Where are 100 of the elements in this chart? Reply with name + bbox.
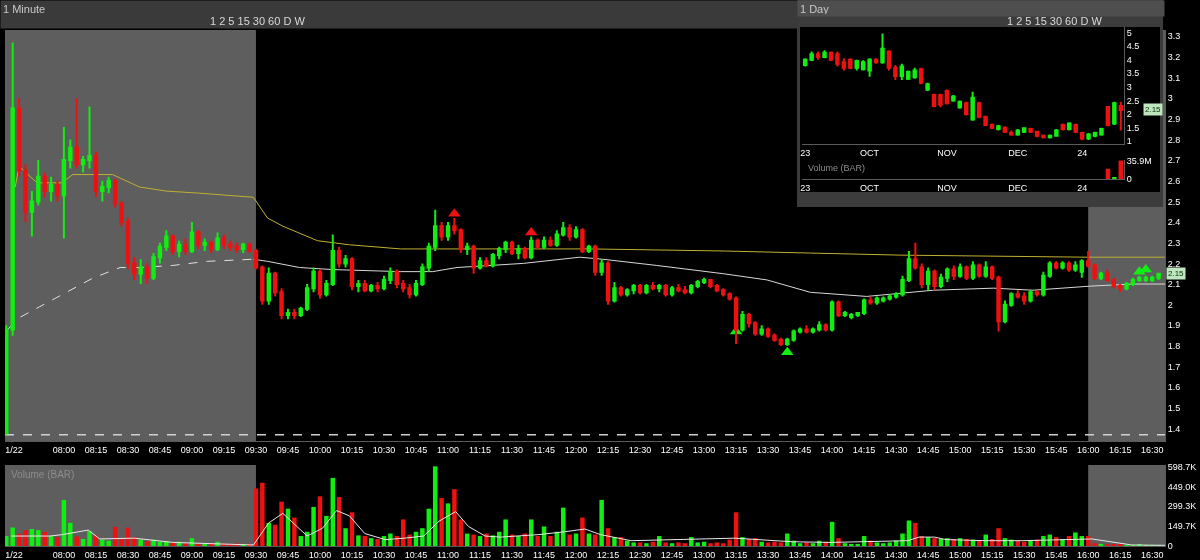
y-tick-label: 0 [1167,541,1173,552]
y-tick-label: 1 [1126,136,1132,147]
x-tick-label: 15:15 [980,549,1004,560]
y-tick-label: 449.0K [1167,481,1197,492]
x-tick-label: 11:45 [533,444,555,455]
y-tick-label: 3 [1126,82,1132,93]
y-tick-label: 0 [1126,174,1132,185]
x-tick-label: 10:45 [404,549,428,560]
y-tick-label: 1.4 [1167,423,1181,434]
x-tick-label: 15:30 [1012,549,1036,560]
x-tick-label: 09:45 [276,549,300,560]
y-tick-label: 2.2 [1167,258,1181,269]
x-tick-label: OCT [860,182,880,193]
annotation: 2.15 [1145,105,1162,114]
y-tick-label: 1.9 [1167,320,1181,331]
text: 1 2 5 15 30 60 D W [210,15,306,27]
y-tick-label: 2.4 [1167,217,1181,228]
y-tick-label: 1.6 [1167,382,1181,393]
x-tick-label: 15:00 [948,444,972,455]
x-tick-label: 14:45 [916,444,940,455]
x-tick-label: 11:00 [437,549,459,560]
x-tick-label: 11:00 [437,444,459,455]
x-tick-label: 14:45 [916,549,940,560]
x-tick-label: OCT [860,147,880,158]
annotation: 2.15 [1168,269,1185,278]
x-tick-label: 08:15 [84,549,108,560]
x-tick-label: 16:15 [1108,549,1132,560]
y-tick-label: 3.2 [1167,52,1181,62]
y-tick-label: 2.9 [1167,113,1181,124]
x-tick-label: 10:45 [404,444,428,455]
x-tick-label: 14:30 [884,444,908,455]
y-tick-label: 1.5 [1126,122,1140,133]
x-tick-label: 16:30 [1140,549,1164,560]
y-tick-label: 2.6 [1167,175,1181,186]
x-tick-label: 11:45 [533,549,555,560]
x-tick-label: 10:30 [372,444,396,455]
y-tick-label: 4 [1126,54,1132,65]
y-tick-label: 2 [1126,109,1132,120]
y-tick-label: 598.7K [1167,461,1197,472]
x-tick-label: 08:00 [52,549,76,560]
y-tick-label: 2 [1167,299,1173,310]
y-tick-label: 3.5 [1126,68,1140,79]
x-tick-label: 08:45 [148,549,172,560]
y-tick-label: 149.7K [1167,521,1197,532]
y-tick-label: 1.7 [1167,361,1181,372]
x-tick-label: 1/22 [5,444,23,455]
x-tick-label: 16:15 [1108,444,1132,455]
x-tick-label: 15:45 [1044,444,1068,455]
y-tick-label: 2.7 [1167,155,1181,166]
x-tick-label: 08:30 [116,549,140,560]
x-tick-label: 16:00 [1076,549,1100,560]
y-tick-label: 2.5 [1167,196,1181,207]
x-tick-label: 14:00 [820,444,844,455]
x-tick-label: 12:45 [660,444,684,455]
y-tick-label: 4.5 [1126,41,1140,52]
x-tick-label: 24 [1077,147,1088,158]
x-tick-label: 10:00 [308,549,332,560]
y-tick-label: 299.3K [1167,501,1197,512]
x-tick-label: 1/22 [5,549,23,560]
x-tick-label: 12:45 [660,549,684,560]
x-tick-label: 12:15 [596,444,620,455]
x-tick-label: 15:15 [980,444,1004,455]
x-tick-label: 14:15 [852,549,876,560]
x-tick-label: 14:15 [852,444,876,455]
x-tick-label: 12:00 [564,444,588,455]
x-tick-label: 14:00 [820,549,844,560]
x-tick-label: NOV [937,182,957,193]
x-tick-label: 09:30 [244,549,268,560]
x-tick-label: 12:00 [564,549,588,560]
chart-title: Volume (BAR) [808,163,866,173]
y-tick-label: 35.9M [1126,155,1152,166]
x-tick-label: 14:30 [884,549,908,560]
chart-title: 1 Minute [3,3,46,15]
x-tick-label: 10:30 [372,549,396,560]
x-tick-label: NOV [937,147,957,158]
y-tick-label: 5 [1126,27,1132,38]
x-tick-label: 23 [800,147,811,158]
x-tick-label: DEC [1008,182,1028,193]
x-tick-label: 11:30 [501,549,523,560]
x-tick-label: 13:15 [724,549,748,560]
y-tick-label: 2.1 [1167,279,1181,290]
x-tick-label: 23 [800,182,811,193]
x-tick-label: 13:45 [788,549,812,560]
y-tick-label: 1.5 [1167,403,1181,414]
x-tick-label: 16:00 [1076,444,1100,455]
x-tick-label: 08:30 [116,444,140,455]
annotation: 1 2 5 15 30 60 D W [1007,15,1103,27]
x-tick-label: 10:15 [340,549,364,560]
x-tick-label: 13:45 [788,444,812,455]
x-tick-label: 09:00 [180,549,204,560]
x-tick-label: 09:15 [212,444,236,455]
x-tick-label: DEC [1008,147,1028,158]
x-tick-label: 11:30 [501,444,523,455]
x-tick-label: 09:30 [244,444,268,455]
x-tick-label: 13:30 [756,549,780,560]
x-tick-label: 09:00 [180,444,204,455]
y-tick-label: 3.1 [1167,72,1181,83]
x-tick-label: 12:30 [628,444,652,455]
y-tick-label: 2.3 [1167,237,1181,248]
y-tick-label: 3.3 [1167,31,1181,42]
